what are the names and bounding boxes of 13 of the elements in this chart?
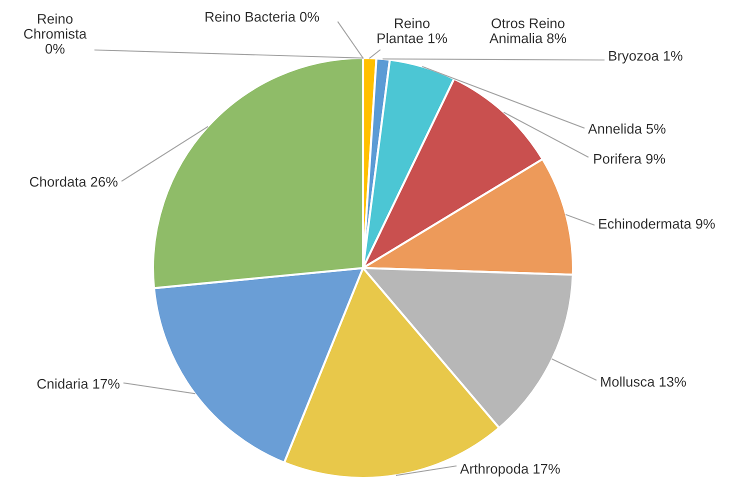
slice-label: Arthropoda 17%	[460, 464, 560, 476]
slice-label: Chordata 26%	[30, 176, 118, 187]
text: Otros Reino Animalia 8%	[489, 18, 566, 44]
slice-label: Reino Plantae 1%	[378, 18, 448, 44]
slice-label: Bryozoa 1%	[609, 50, 682, 64]
slice-label: Echinodermata 9%	[599, 218, 715, 229]
slice-label: Porifera 9%	[594, 154, 666, 164]
text: 0%	[46, 44, 65, 54]
category-label: Reino Bacteria 0%	[206, 12, 320, 22]
slice-label: Cnidaria 17%	[37, 378, 120, 389]
category-label: Reino Chromista	[24, 14, 87, 39]
slice-label: Mollusca 13%	[601, 376, 686, 387]
slice-label: Annelida 5%	[588, 124, 666, 134]
